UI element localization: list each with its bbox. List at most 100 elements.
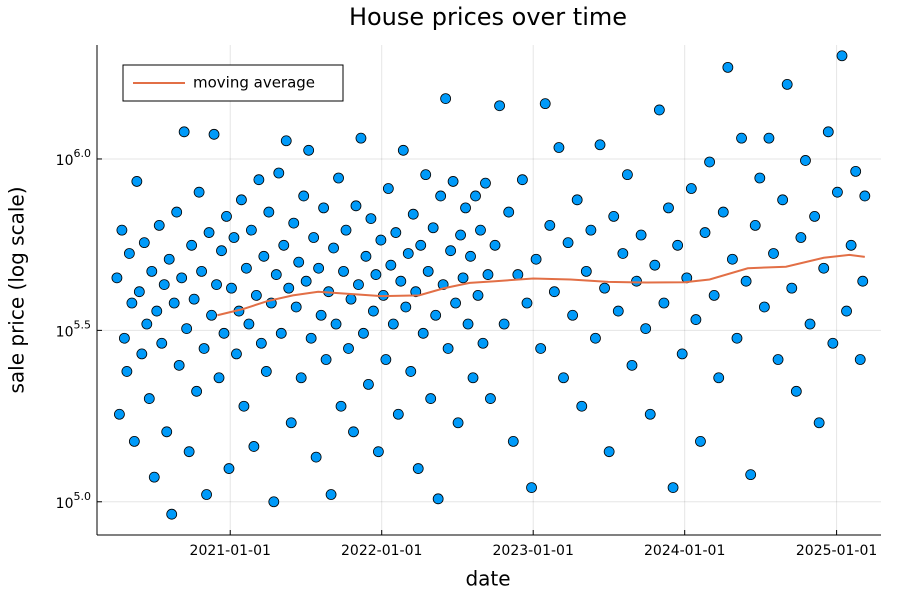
point — [146, 265, 158, 277]
point — [223, 463, 235, 474]
point — [178, 126, 190, 138]
point — [211, 279, 222, 291]
point — [442, 343, 454, 354]
y-tick-label: 106.0 — [56, 147, 91, 169]
point — [173, 359, 185, 371]
point — [300, 275, 312, 287]
point — [343, 343, 354, 354]
point — [375, 234, 387, 246]
point — [813, 417, 825, 429]
point — [116, 224, 128, 236]
point — [315, 309, 327, 321]
point — [740, 275, 752, 287]
point — [558, 372, 569, 384]
point — [455, 229, 466, 241]
point — [263, 206, 275, 218]
point — [640, 323, 652, 335]
point — [772, 354, 784, 365]
point — [395, 275, 407, 287]
point — [216, 245, 227, 257]
point — [480, 177, 491, 189]
point — [717, 206, 729, 218]
point — [517, 174, 528, 186]
point — [795, 232, 807, 243]
point — [626, 359, 638, 371]
point — [708, 289, 720, 301]
point — [412, 463, 424, 474]
point — [288, 217, 300, 229]
point — [372, 446, 384, 458]
point — [241, 262, 252, 274]
point — [325, 489, 337, 500]
point — [850, 165, 862, 177]
point — [206, 309, 217, 321]
point — [188, 293, 200, 305]
legend-label: moving average — [193, 74, 315, 92]
point — [485, 393, 496, 404]
point — [365, 213, 377, 224]
point — [644, 408, 656, 420]
point — [809, 210, 820, 222]
point — [136, 348, 148, 360]
point — [690, 314, 702, 325]
point — [368, 305, 379, 317]
point — [763, 132, 775, 144]
x-tick-label: 2024-01-01 — [644, 543, 725, 559]
point — [305, 332, 317, 344]
point — [631, 275, 642, 287]
x-tick-label: 2022-01-01 — [341, 543, 422, 559]
point — [435, 190, 447, 202]
x-tick-label: 2023-01-01 — [493, 543, 574, 559]
point — [822, 126, 834, 138]
point — [653, 104, 665, 116]
point — [213, 372, 225, 384]
point — [754, 172, 766, 184]
point — [845, 239, 857, 251]
point — [699, 227, 711, 238]
point — [768, 248, 779, 259]
point — [857, 275, 869, 287]
point — [420, 169, 432, 181]
point — [635, 229, 647, 241]
point — [507, 436, 519, 447]
point — [283, 282, 295, 294]
point — [382, 183, 394, 194]
point — [248, 441, 260, 452]
point — [320, 354, 332, 365]
point — [562, 237, 574, 249]
point — [567, 309, 579, 321]
point — [400, 301, 412, 313]
point — [612, 305, 624, 317]
point — [432, 493, 444, 505]
point — [590, 332, 601, 344]
point — [295, 372, 307, 384]
point — [138, 237, 150, 249]
point — [410, 286, 422, 298]
point — [245, 224, 257, 236]
point — [298, 190, 310, 202]
point — [273, 167, 285, 179]
point — [722, 61, 734, 73]
point — [836, 50, 848, 62]
point — [270, 269, 282, 280]
point — [345, 293, 357, 305]
point — [218, 327, 230, 339]
point — [360, 250, 372, 262]
point — [363, 378, 374, 390]
point — [535, 343, 547, 354]
x-axis-label: date — [465, 567, 510, 591]
point — [131, 176, 143, 187]
point — [397, 144, 409, 156]
point — [158, 279, 170, 291]
point — [658, 297, 670, 309]
point — [260, 366, 272, 377]
point — [745, 469, 757, 481]
point — [530, 253, 542, 265]
point — [118, 332, 130, 344]
point — [841, 305, 852, 317]
y-tick-label: 105.5 — [56, 318, 91, 340]
point — [253, 174, 265, 186]
point — [599, 282, 610, 294]
point — [608, 210, 620, 222]
point — [544, 220, 556, 231]
